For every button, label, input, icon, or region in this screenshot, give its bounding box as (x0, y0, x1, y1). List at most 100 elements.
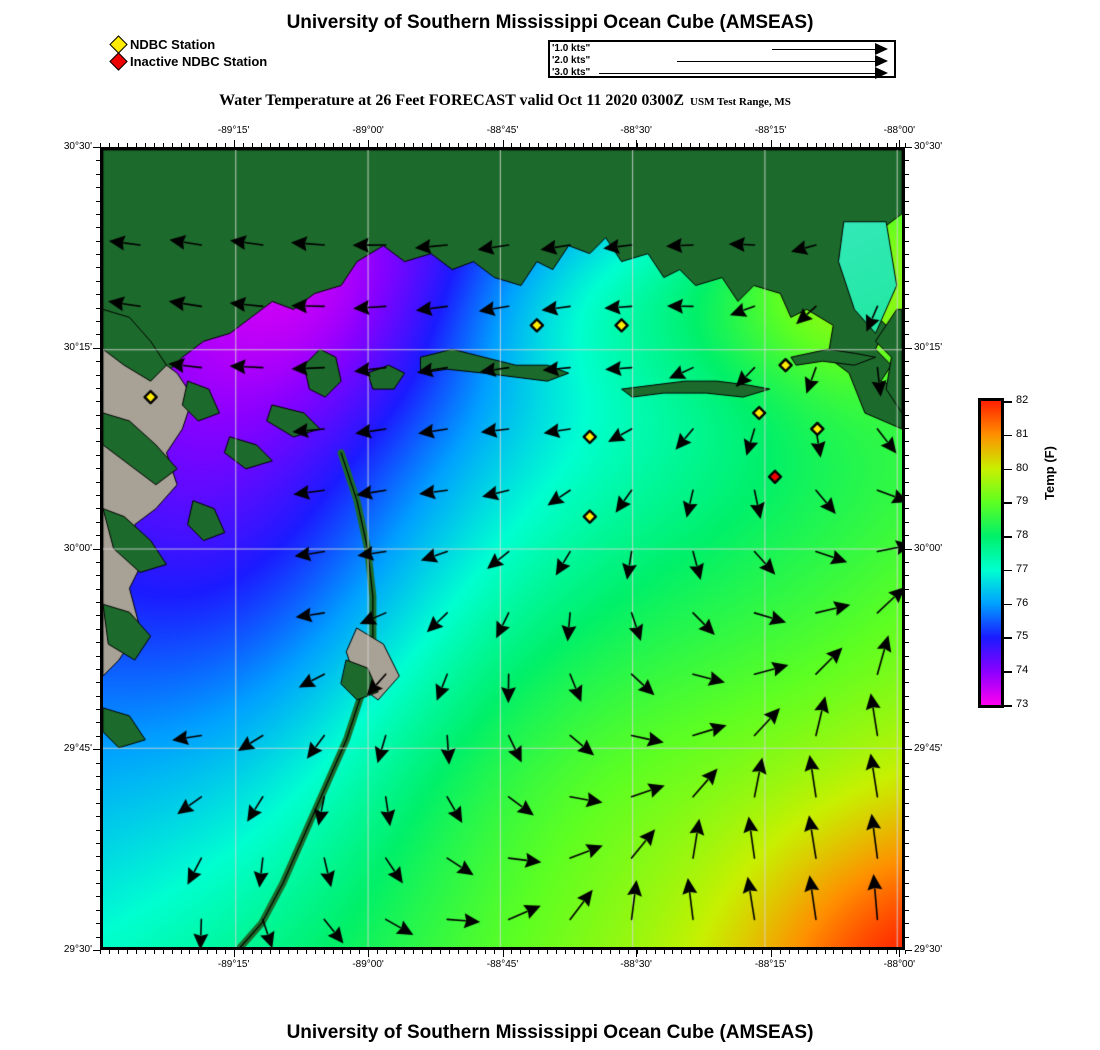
axis-minor-tick-lat-right (905, 816, 909, 818)
axis-minor-tick-lat-right (905, 615, 909, 617)
axis-minor-tick-lat-left (96, 240, 100, 242)
axis-minor-tick-lat-left (96, 655, 100, 657)
axis-minor-tick-lon-bottom (842, 950, 844, 954)
axis-minor-tick-lat-right (905, 414, 909, 416)
axis-minor-tick-lon-bottom (627, 950, 629, 954)
axis-minor-tick-lat-right (905, 829, 909, 831)
axis-minor-tick-lon-top (180, 143, 182, 147)
axis-minor-tick-lon-top (583, 143, 584, 147)
axis-minor-tick-lon-bottom (404, 950, 406, 954)
axis-minor-tick-lat-left (96, 280, 100, 282)
axis-minor-tick-lon-bottom (100, 950, 101, 954)
axis-minor-tick-lat-left (96, 401, 100, 403)
axis-minor-tick-lon-top (672, 143, 674, 147)
axis-minor-tick-lon-top (609, 143, 611, 147)
axis-minor-tick-lat-right (905, 896, 909, 898)
axis-minor-tick-lat-right (905, 695, 909, 697)
axis-minor-tick-lon-bottom (502, 950, 504, 954)
axis-minor-tick-lon-top (153, 143, 155, 147)
axis-minor-tick-lon-bottom (493, 950, 495, 954)
axis-minor-tick-lat-right (905, 361, 909, 363)
vector-legend-label-2: '2.0 kts" (552, 55, 591, 66)
axis-minor-tick-lat-right (905, 280, 909, 282)
axis-minor-tick-lat-left (96, 749, 100, 751)
axis-minor-tick-lon-top (162, 143, 164, 147)
axis-label-lat-left: 30°30' (63, 141, 92, 152)
map-plot-area[interactable] (100, 147, 905, 950)
axis-minor-tick-lat-right (905, 535, 909, 537)
axis-minor-tick-lat-right (905, 508, 909, 510)
axis-minor-tick-lon-bottom (180, 950, 182, 954)
axis-minor-tick-lon-bottom (359, 950, 361, 954)
axis-minor-tick-lat-right (905, 521, 909, 523)
axis-minor-tick-lat-right (905, 883, 909, 885)
axis-minor-tick-lon-top (547, 143, 549, 147)
axis-minor-tick-lat-left (96, 320, 100, 322)
axis-minor-tick-lat-right (905, 709, 909, 711)
axis-minor-tick-lon-bottom (189, 950, 191, 954)
axis-minor-tick-lon-bottom (681, 950, 683, 954)
axis-minor-tick-lat-left (96, 695, 100, 697)
vector-shaft-3 (599, 73, 877, 74)
colorbar-tick-mark (1004, 637, 1012, 640)
axis-minor-tick-lat-left (96, 829, 100, 831)
colorbar-tick-label: 75 (1016, 630, 1029, 643)
axis-minor-tick-lon-bottom (117, 950, 119, 954)
axis-minor-tick-lon-bottom (717, 950, 719, 954)
axis-minor-tick-lon-top (126, 143, 128, 147)
axis-minor-tick-lat-left (96, 267, 100, 269)
axis-minor-tick-lon-bottom (216, 950, 218, 954)
axis-minor-tick-lat-right (905, 387, 909, 389)
axis-minor-tick-lat-right (905, 789, 909, 791)
axis-minor-tick-lat-left (96, 173, 100, 175)
axis-label-lon-top: -89°15' (217, 125, 250, 136)
axis-minor-tick-lat-left (96, 213, 100, 215)
axis-minor-tick-lon-top (234, 143, 236, 147)
axis-minor-tick-lon-top (761, 143, 763, 147)
axis-minor-tick-lat-left (96, 561, 100, 563)
axis-minor-tick-lon-top (797, 143, 799, 147)
axis-minor-tick-lon-bottom (305, 950, 307, 954)
axis-tick-lon-top (636, 140, 638, 147)
axis-minor-tick-lat-right (905, 200, 909, 202)
axis-minor-tick-lon-bottom (234, 950, 236, 954)
axis-minor-tick-lon-bottom (690, 950, 692, 954)
axis-minor-tick-lat-right (905, 642, 909, 644)
axis-minor-tick-lon-top (600, 143, 602, 147)
axis-minor-tick-lat-left (96, 468, 100, 470)
colorbar-gradient (978, 398, 1004, 708)
axis-minor-tick-lat-right (905, 749, 909, 751)
axis-minor-tick-lon-top (108, 143, 110, 147)
axis-minor-tick-lat-left (96, 602, 100, 604)
axis-minor-tick-lon-top (502, 143, 504, 147)
axis-minor-tick-lon-top (448, 143, 450, 147)
station-legend: NDBC Station Inactive NDBC Station (109, 35, 267, 71)
axis-minor-tick-lon-bottom (225, 950, 227, 954)
axis-minor-tick-lon-top (350, 143, 352, 147)
colorbar-tick-label: 82 (1016, 394, 1029, 406)
axis-minor-tick-lon-top (663, 143, 665, 147)
axis-minor-tick-lat-right (905, 950, 909, 951)
axis-tick-lon-top (899, 140, 901, 147)
axis-minor-tick-lon-bottom (126, 950, 128, 954)
axis-minor-tick-lon-top (591, 143, 593, 147)
axis-minor-tick-lon-top (269, 143, 271, 147)
axis-minor-tick-lon-top (404, 143, 406, 147)
axis-minor-tick-lat-left (96, 842, 100, 844)
axis-label-lon-bottom: -88°30' (620, 959, 652, 970)
axis-minor-tick-lon-top (305, 143, 307, 147)
axis-minor-tick-lat-right (905, 494, 909, 496)
axis-minor-tick-lon-top (377, 143, 379, 147)
axis-minor-tick-lon-top (574, 143, 576, 147)
axis-minor-tick-lon-bottom (815, 950, 817, 954)
axis-minor-tick-lat-right (905, 802, 909, 804)
axis-minor-tick-lon-bottom (752, 950, 754, 954)
axis-minor-tick-lon-bottom (770, 950, 772, 954)
axis-minor-tick-lat-left (96, 454, 100, 456)
axis-minor-tick-lat-left (96, 789, 100, 791)
axis-minor-tick-lon-top (654, 143, 656, 147)
arrow-head-icon-2 (875, 55, 888, 67)
axis-minor-tick-lon-bottom (135, 950, 137, 954)
axis-minor-tick-lon-top (905, 143, 906, 147)
axis-minor-tick-lon-bottom (618, 950, 620, 954)
